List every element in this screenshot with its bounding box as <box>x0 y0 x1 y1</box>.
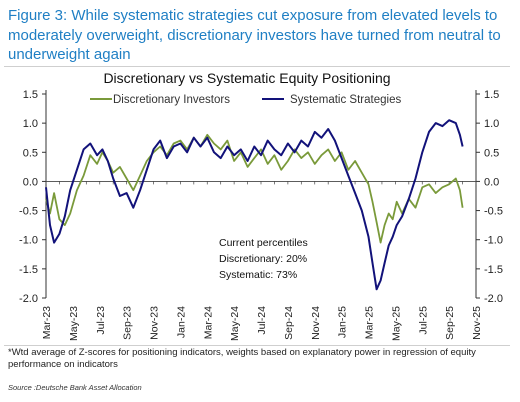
y-tick-label-right: -1.0 <box>484 235 503 247</box>
x-tick-label: May-25 <box>390 306 402 341</box>
chart-title: Discretionary vs Systematic Equity Posit… <box>103 70 390 86</box>
x-tick-label: Mar-25 <box>364 306 376 339</box>
y-tick-label-left: 0.0 <box>23 176 38 188</box>
y-tick-label-right: 1.0 <box>484 118 499 130</box>
y-tick-label-right: -1.5 <box>484 264 503 276</box>
annotation-line: Current percentiles <box>219 237 308 249</box>
y-tick-label-right: -2.0 <box>484 293 503 305</box>
x-tick-label: Nov-25 <box>471 306 483 340</box>
x-tick-label: Sep-24 <box>283 306 295 340</box>
y-tick-label-right: 0.0 <box>484 176 499 188</box>
positioning-chart: Discretionary vs Systematic Equity Posit… <box>19 70 503 341</box>
x-ticks: Mar-23 May-23 Jul-23 Sep-23 Nov-23 Jan-24 Mar-… <box>41 181 483 341</box>
y-tick-label-right: 1.5 <box>484 89 499 101</box>
y-tick-label-left: 0.5 <box>23 147 38 159</box>
footnote: *Wtd average of Z-scores for positioning… <box>8 347 476 370</box>
x-tick-label: Mar-24 <box>202 306 214 339</box>
x-tick-label: Sep-25 <box>444 306 456 340</box>
x-tick-label: Jul-24 <box>256 306 268 335</box>
y-tick-label-left: 1.5 <box>23 89 38 101</box>
percentile-annotation: Current percentiles Discretionary: 20% Sys… <box>219 237 308 281</box>
annotation-line: Discretionary: 20% <box>219 253 307 265</box>
legend: Discretionary Investors Systematic Strate… <box>90 94 401 106</box>
x-tick-label: May-23 <box>68 306 80 341</box>
legend-label: Systematic Strategies <box>290 94 401 106</box>
discretionary-line <box>45 133 464 244</box>
x-tick-label: Jan-25 <box>337 306 349 338</box>
y-tick-label-left: -1.5 <box>19 264 38 276</box>
x-tick-label: Nov-24 <box>310 306 322 340</box>
figure-heading: Figure 3: While systematic strategies cu… <box>8 7 501 63</box>
heading-rule <box>4 66 510 67</box>
x-tick-label: Jul-23 <box>95 306 107 335</box>
legend-label: Discretionary Investors <box>113 94 230 106</box>
y-tick-label-left: -0.5 <box>19 206 38 218</box>
x-tick-label: Jul-25 <box>417 306 429 335</box>
x-tick-label: Nov-23 <box>149 306 161 340</box>
x-tick-label: Mar-23 <box>41 306 53 339</box>
systematic-line <box>45 119 464 291</box>
x-tick-label: May-24 <box>229 306 241 341</box>
y-ticks: 1.5 1.5 1.0 1.0 0.5 0.5 0.0 0.0 -0.5 -0.5 -1.0 -1.0… <box>19 89 503 305</box>
y-tick-label-left: -1.0 <box>19 235 38 247</box>
footnote-rule <box>4 345 510 346</box>
y-tick-label-left: -2.0 <box>19 293 38 305</box>
x-tick-label: Jan-24 <box>175 306 187 338</box>
y-tick-label-left: 1.0 <box>23 118 38 130</box>
series-layer <box>45 119 464 291</box>
chart-container: Discretionary vs Systematic Equity Posit… <box>0 64 520 354</box>
y-tick-label-right: -0.5 <box>484 206 503 218</box>
x-tick-label: Sep-23 <box>122 306 134 340</box>
y-tick-label-right: 0.5 <box>484 147 499 159</box>
source-note: Source :Deutsche Bank Asset Allocation <box>8 383 142 392</box>
annotation-line: Systematic: 73% <box>219 269 297 281</box>
